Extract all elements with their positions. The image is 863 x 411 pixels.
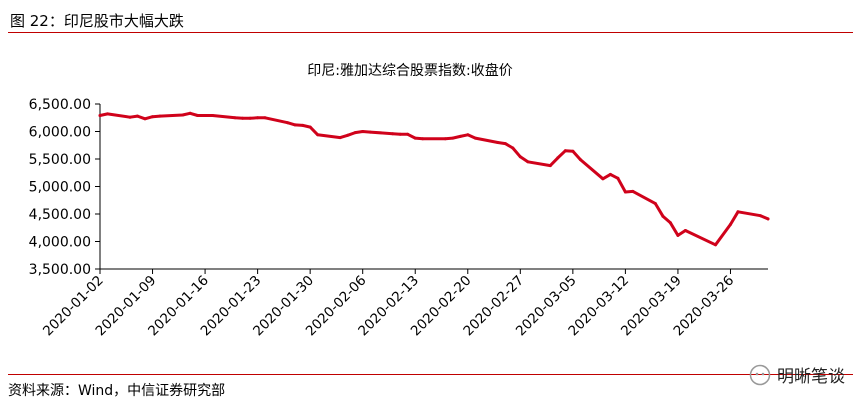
chart: 印尼:雅加达综合股票指数:收盘价 6,500.00 6,000.00 5,500.0… (29, 62, 770, 339)
y-tick-label: 5,000.00 (29, 180, 91, 196)
y-tick-label: 6,500.00 (29, 97, 91, 113)
data-point (608, 172, 612, 176)
top-rule (8, 32, 853, 33)
data-point (338, 136, 342, 140)
data-point (601, 177, 605, 181)
data-point (631, 189, 635, 193)
data-point (766, 217, 770, 221)
data-point (286, 121, 290, 125)
data-point (413, 136, 417, 140)
series-group (98, 111, 770, 247)
source-note: 资料来源：Wind，中信证券研究部 (8, 383, 226, 399)
data-point (233, 116, 237, 120)
x-axis-ticks: 2020-01-022020-01-092020-01-162020-01-23… (40, 269, 737, 339)
y-tick-label: 3,500.00 (29, 262, 91, 278)
figure-title: 图 22：印尼股市大幅大跌 (10, 12, 184, 30)
y-tick-label: 5,500.00 (29, 152, 91, 168)
data-point (503, 142, 507, 146)
data-point (421, 137, 425, 141)
data-point (361, 130, 365, 133)
data-point (188, 111, 192, 115)
data-point (406, 132, 410, 136)
data-point (211, 114, 215, 117)
data-point (136, 114, 139, 118)
watermark: 明晰笔谈 (749, 362, 845, 387)
data-point (548, 164, 552, 168)
data-point (563, 149, 567, 153)
watermark-text: 明晰笔谈 (777, 367, 845, 387)
data-point (458, 134, 462, 138)
data-point (391, 132, 395, 136)
data-point (466, 133, 470, 137)
data-point (346, 133, 350, 137)
data-point (241, 116, 245, 120)
data-point (353, 131, 357, 135)
data-point (301, 123, 305, 127)
data-point (263, 116, 267, 120)
y-tick-label: 4,000.00 (29, 235, 91, 251)
data-point (151, 115, 154, 119)
data-point (518, 155, 522, 159)
data-point (158, 114, 162, 118)
chart-title: 印尼:雅加达综合股票指数:收盘价 (307, 62, 512, 79)
data-point (368, 130, 372, 134)
data-point (578, 158, 582, 162)
data-point (668, 221, 672, 225)
data-point (623, 190, 627, 194)
data-point (556, 156, 560, 160)
data-point (98, 114, 102, 117)
data-point (398, 132, 402, 136)
data-point (308, 125, 312, 129)
data-point (511, 146, 515, 150)
data-point (759, 214, 762, 218)
data-point (653, 202, 657, 206)
data-point (736, 210, 740, 214)
data-point (248, 116, 252, 120)
data-point (443, 137, 447, 141)
data-point (676, 233, 680, 237)
data-point (181, 113, 185, 117)
y-axis-ticks: 6,500.00 6,000.00 5,500.00 5,000.00 4,500.00… (29, 97, 100, 278)
figure-header: 图 22：印尼股市大幅大跌 (8, 6, 855, 32)
data-point (196, 114, 200, 117)
y-tick-label: 6,000.00 (29, 125, 91, 141)
data-point (451, 136, 455, 140)
data-point (571, 149, 575, 153)
data-point (473, 136, 477, 140)
data-point (526, 160, 530, 164)
data-point (729, 222, 732, 226)
axes (99, 104, 768, 270)
data-point (128, 115, 132, 119)
y-tick-label: 4,500.00 (29, 207, 91, 223)
data-point (616, 176, 620, 180)
data-point (256, 116, 260, 120)
data-point (683, 229, 687, 232)
series-line (98, 111, 770, 247)
wechat-logo-icon (749, 364, 771, 385)
data-point (714, 243, 717, 247)
data-point (203, 114, 207, 117)
bottom-rule (8, 374, 853, 375)
data-point (106, 112, 109, 116)
data-point (143, 117, 147, 121)
data-point (293, 123, 297, 127)
data-point (661, 214, 665, 218)
data-point (496, 141, 500, 144)
data-point (316, 133, 320, 137)
